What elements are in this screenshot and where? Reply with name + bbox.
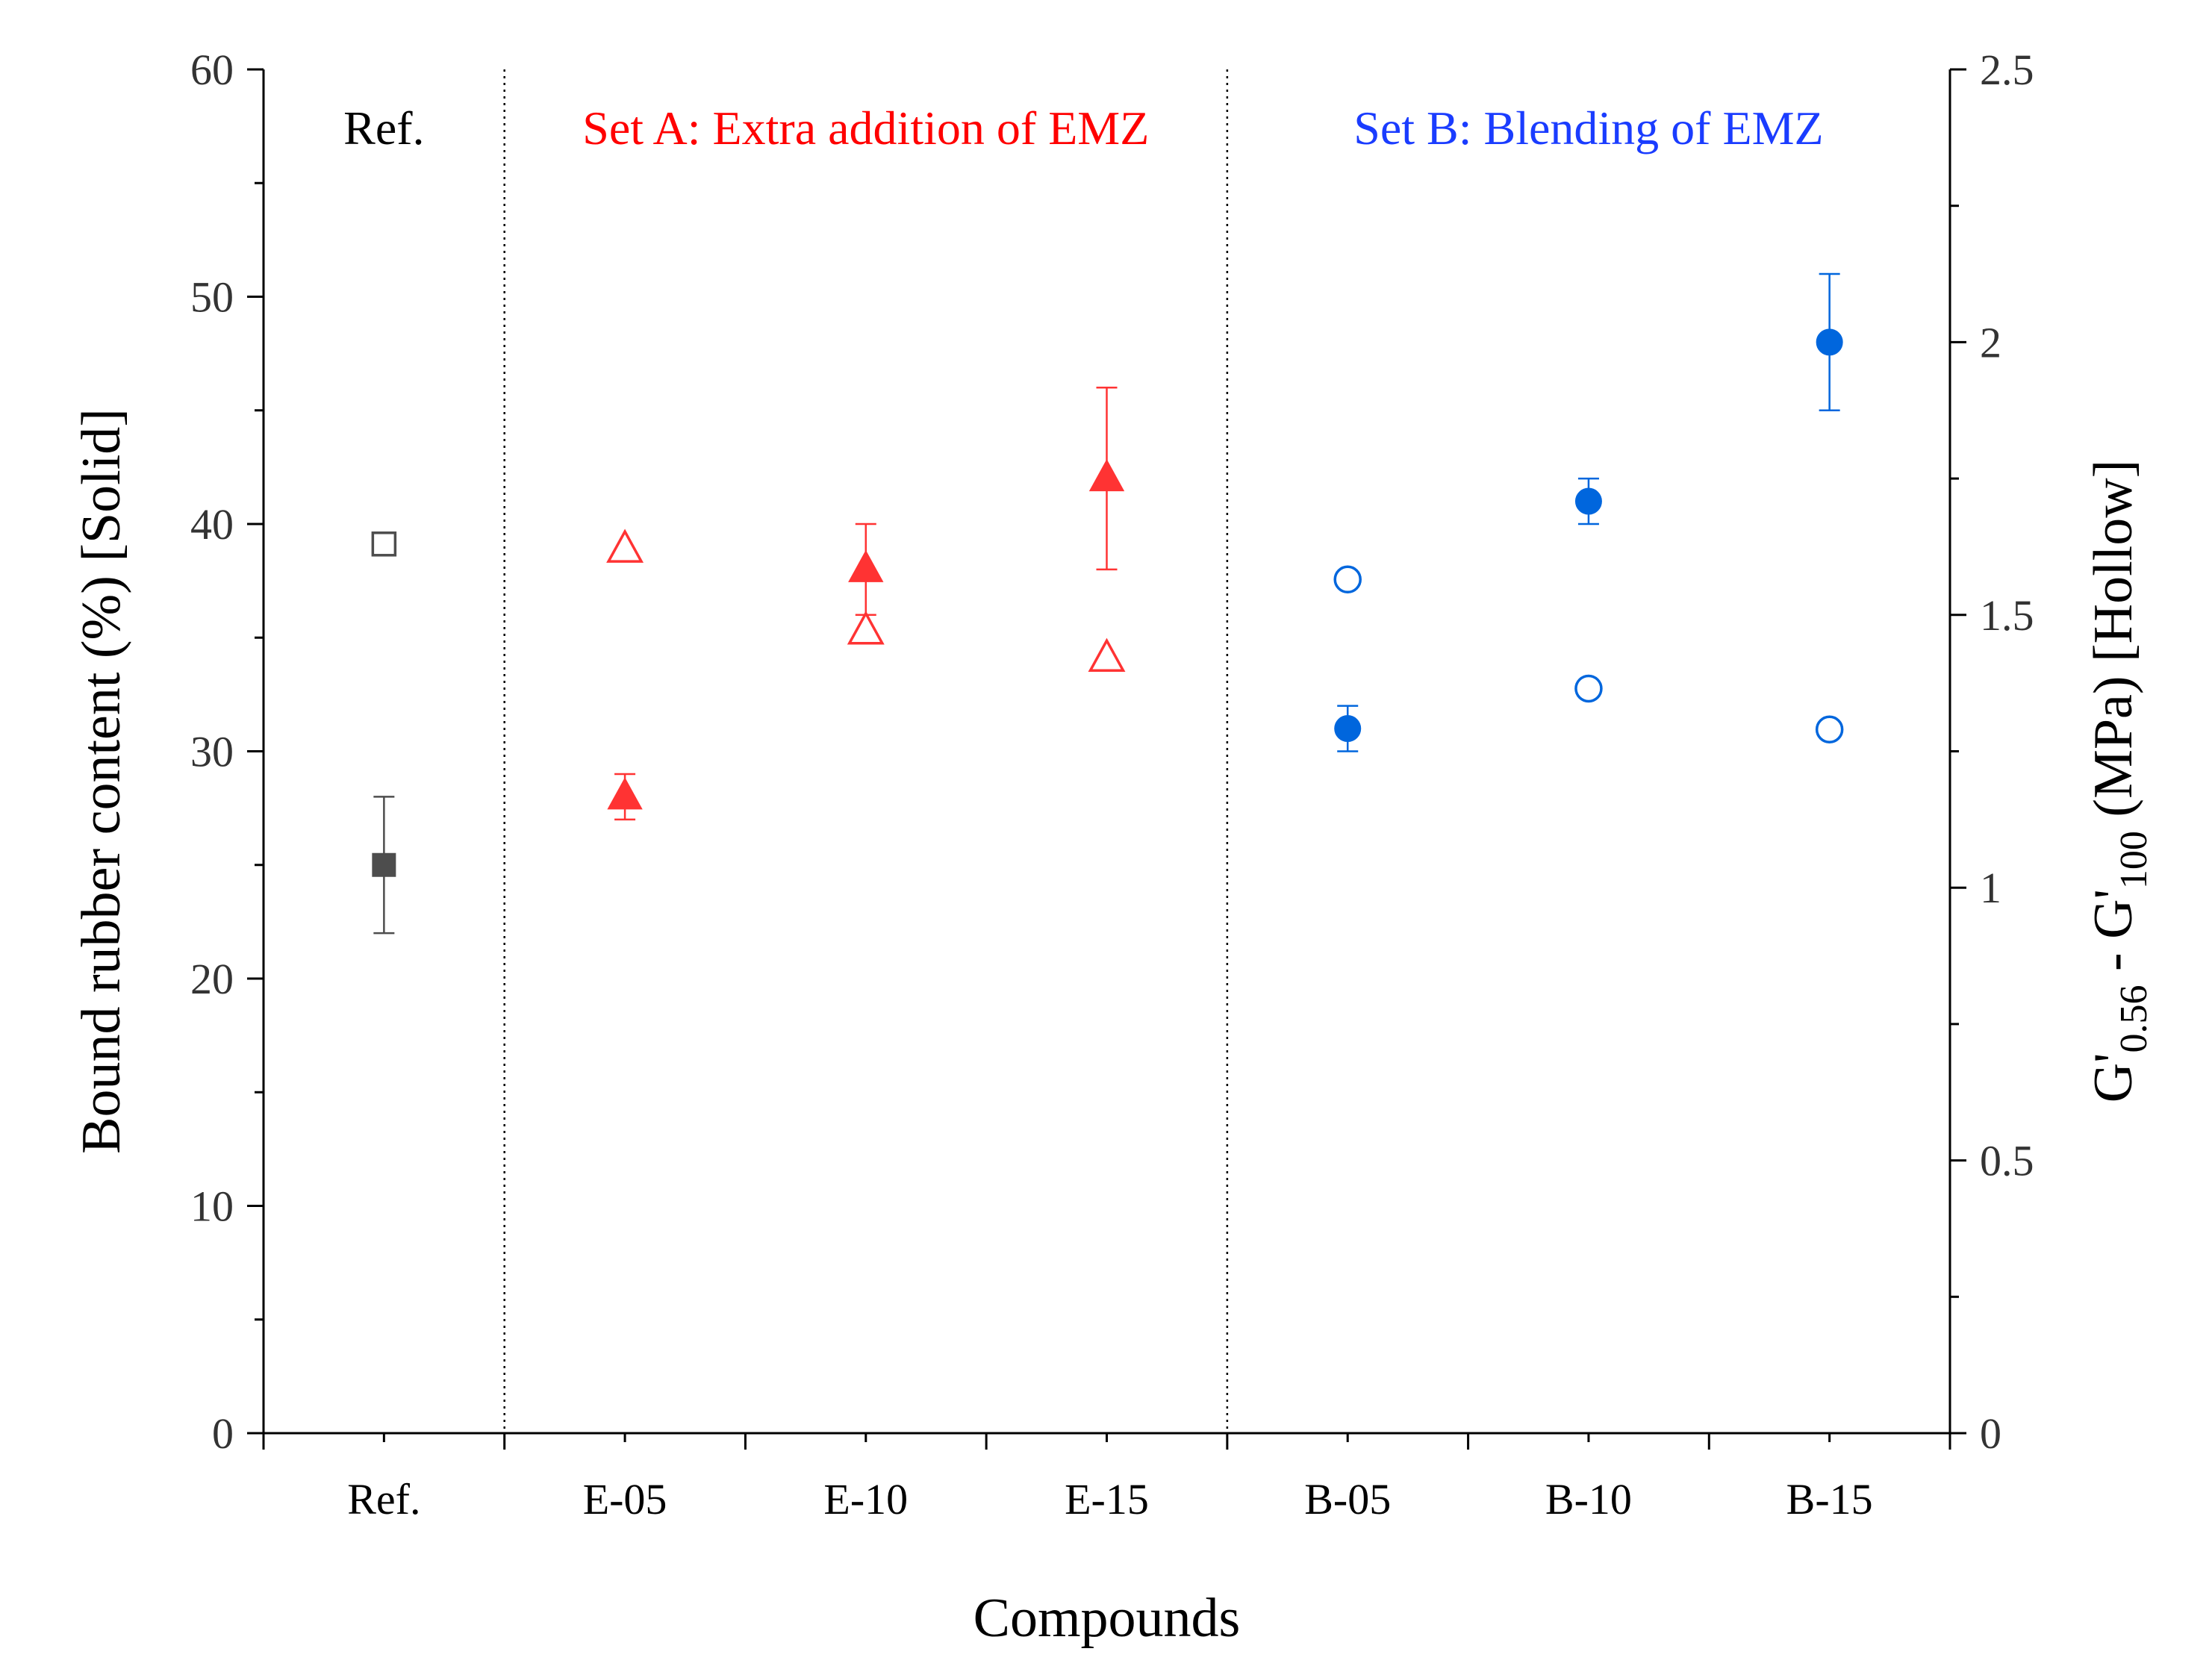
hollow-circle-point	[1333, 565, 1362, 594]
region-label: Set B: Blending of EMZ	[1353, 102, 1823, 155]
solid-circle-point	[1816, 328, 1843, 356]
y2-tick-label: 0	[1980, 1409, 2001, 1458]
x-category-label: E-15	[1065, 1475, 1149, 1523]
y2-tick-label: 1	[1980, 864, 2001, 912]
y-tick-label: 30	[190, 728, 234, 776]
solid-circle-point	[1574, 487, 1602, 515]
x-category-label: E-10	[823, 1475, 908, 1523]
y-tick-label: 0	[212, 1409, 234, 1458]
solid-triangle-point	[848, 549, 884, 582]
y-tick-label: 10	[190, 1182, 234, 1231]
solid-triangle-point	[607, 777, 643, 810]
hollow-circle-point	[1815, 715, 1844, 744]
hollow-triangle-point	[847, 611, 885, 645]
x-category-label: B-05	[1304, 1475, 1391, 1523]
solid-square-point	[372, 852, 396, 877]
y-tick-label: 50	[190, 273, 234, 322]
y2-axis-title: G'0.56 - G'100 (MPa) [Hollow]	[2083, 460, 2155, 1103]
region-label: Ref.	[343, 102, 424, 155]
y-tick-label: 60	[190, 46, 234, 94]
region-label: Set A: Extra addition of EMZ	[582, 102, 1149, 155]
y-tick-label: 40	[190, 500, 234, 549]
hollow-circle-point	[1574, 674, 1603, 703]
y-axis-title: Bound rubber content (%) [Solid]	[71, 408, 132, 1154]
hollow-triangle-point	[1088, 637, 1126, 673]
x-category-label: B-10	[1545, 1475, 1632, 1523]
y2-tick-label: 0.5	[1980, 1137, 2034, 1185]
hollow-square-point	[371, 531, 397, 557]
hollow-triangle-point	[606, 528, 644, 563]
x-category-label: Ref.	[347, 1475, 420, 1523]
x-category-label: E-05	[583, 1475, 667, 1523]
solid-triangle-point	[1088, 459, 1125, 492]
solid-circle-point	[1334, 715, 1362, 743]
y2-tick-label: 1.5	[1980, 591, 2034, 640]
x-axis-title: Compounds	[973, 1588, 1241, 1649]
y2-tick-label: 2.5	[1980, 46, 2034, 94]
y2-tick-label: 2	[1980, 318, 2001, 367]
y-tick-label: 20	[190, 955, 234, 1003]
x-category-label: B-15	[1786, 1475, 1873, 1523]
